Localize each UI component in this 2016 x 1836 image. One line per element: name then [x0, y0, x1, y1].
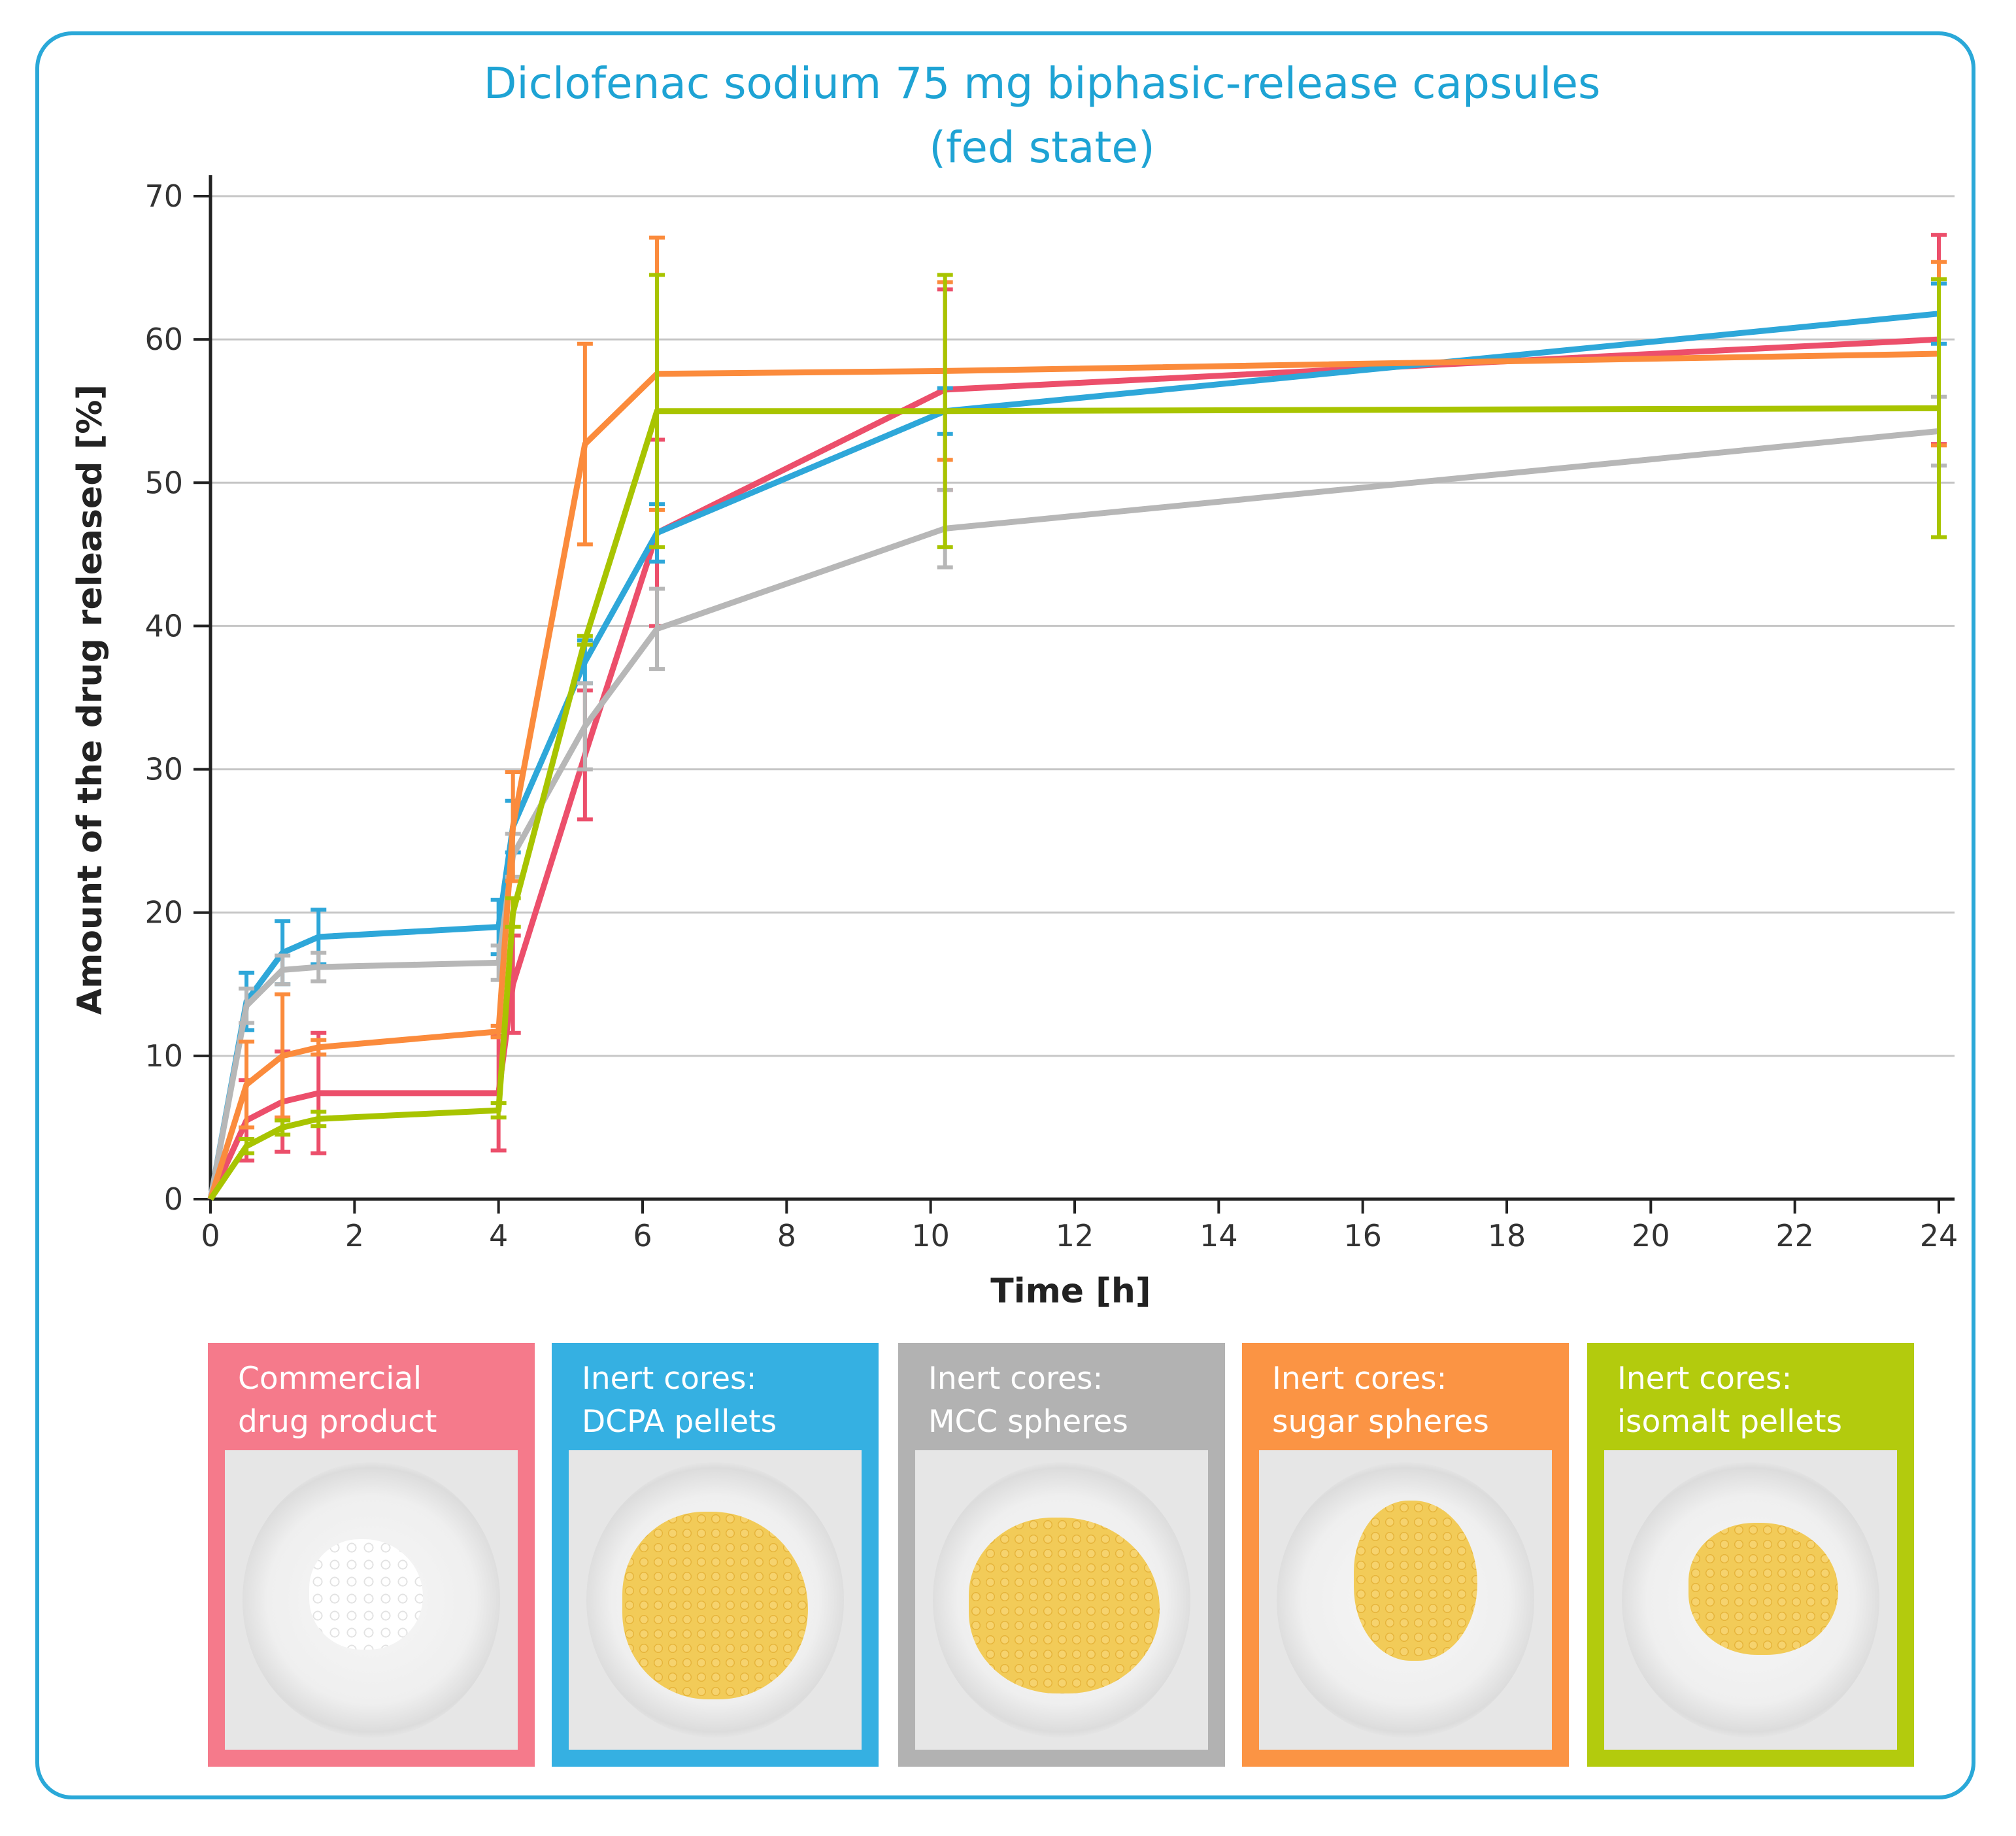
legend-card: Inert cores: DCPA pellets	[552, 1343, 879, 1767]
legend-label-line1: Inert cores:	[582, 1361, 757, 1397]
y-axis-label: Amount of the drug released [%]	[71, 384, 110, 1015]
pellet-photo	[915, 1450, 1208, 1750]
legend-card: Inert cores: sugar spheres	[1242, 1343, 1569, 1767]
chart-title-line2: (fed state)	[929, 122, 1154, 173]
pellet-pile	[1354, 1501, 1478, 1661]
series-line	[207, 350, 1940, 1200]
legend-label-line2: DCPA pellets	[582, 1404, 777, 1440]
pellet-photo	[225, 1450, 518, 1750]
series-4	[208, 273, 1947, 1201]
x-axis-label: Time [h]	[990, 1272, 1151, 1311]
legend-card: Inert cores: MCC spheres	[898, 1343, 1225, 1767]
x-tick-label: 18	[1488, 1218, 1526, 1253]
legend-label-line2: MCC spheres	[928, 1404, 1128, 1440]
y-tick-label: 20	[144, 895, 183, 930]
series-2	[207, 394, 1947, 1200]
pellet-photo	[1604, 1450, 1897, 1750]
y-tick-label: 50	[144, 465, 183, 500]
legend-label: Inert cores: MCC spheres	[928, 1357, 1128, 1444]
series-1	[207, 281, 1947, 1200]
pellet-photo	[1259, 1450, 1552, 1750]
x-tick-label: 24	[1920, 1218, 1958, 1253]
legend-card: Commercial drug product	[208, 1343, 535, 1767]
pellet-pile	[309, 1539, 423, 1650]
x-tick-label: 20	[1632, 1218, 1670, 1253]
legend-label-line2: isomalt pellets	[1617, 1404, 1843, 1440]
x-tick-label: 16	[1343, 1218, 1382, 1253]
pellet-pile	[1688, 1523, 1839, 1656]
x-tick-label: 12	[1056, 1218, 1094, 1253]
legend-label: Inert cores: sugar spheres	[1272, 1357, 1489, 1444]
legend-label: Inert cores: DCPA pellets	[582, 1357, 777, 1444]
pellet-photo	[569, 1450, 862, 1750]
petri-dish	[1276, 1462, 1535, 1738]
figure-frame	[35, 31, 1975, 1799]
axes	[193, 175, 1955, 1214]
legend-label: Commercial drug product	[238, 1357, 437, 1444]
x-tick-label: 8	[777, 1218, 796, 1253]
petri-dish	[242, 1462, 501, 1738]
series-line	[207, 428, 1940, 1200]
series-lines	[207, 233, 1947, 1201]
legend-label-line1: Inert cores:	[1272, 1361, 1447, 1397]
legend-label-line1: Inert cores:	[1617, 1361, 1792, 1397]
x-tick-label: 4	[489, 1218, 508, 1253]
y-tick-label: 40	[144, 608, 183, 643]
x-tick-label: 22	[1775, 1218, 1814, 1253]
release-chart: Diclofenac sodium 75 mg biphasic-release…	[71, 58, 1958, 1311]
legend-label-line1: Commercial	[238, 1361, 422, 1397]
x-tick-label: 2	[345, 1218, 364, 1253]
y-tick-label: 70	[144, 178, 183, 214]
y-tick-label: 0	[164, 1182, 183, 1217]
petri-dish	[586, 1462, 845, 1738]
chart-title-line1: Diclofenac sodium 75 mg biphasic-release…	[484, 58, 1601, 109]
x-tick-label: 14	[1200, 1218, 1238, 1253]
legend-label-line1: Inert cores:	[928, 1361, 1103, 1397]
legend-label-line2: sugar spheres	[1272, 1404, 1489, 1440]
y-tick-label: 10	[144, 1038, 183, 1074]
pellet-pile	[622, 1512, 808, 1699]
series-0	[207, 233, 1947, 1200]
petri-dish	[932, 1462, 1191, 1738]
pellet-pile	[969, 1517, 1160, 1694]
y-tick-label: 60	[144, 322, 183, 357]
series-line	[208, 405, 1940, 1201]
petri-dish	[1621, 1462, 1880, 1738]
legend-label-line2: drug product	[238, 1404, 437, 1440]
legend-card: Inert cores: isomalt pellets	[1587, 1343, 1914, 1767]
x-tick-label: 0	[201, 1218, 220, 1253]
legend-label: Inert cores: isomalt pellets	[1617, 1357, 1842, 1444]
series-line	[207, 311, 1940, 1200]
y-tick-label: 30	[144, 752, 183, 787]
x-tick-label: 10	[911, 1218, 950, 1253]
x-tick-label: 6	[633, 1218, 652, 1253]
